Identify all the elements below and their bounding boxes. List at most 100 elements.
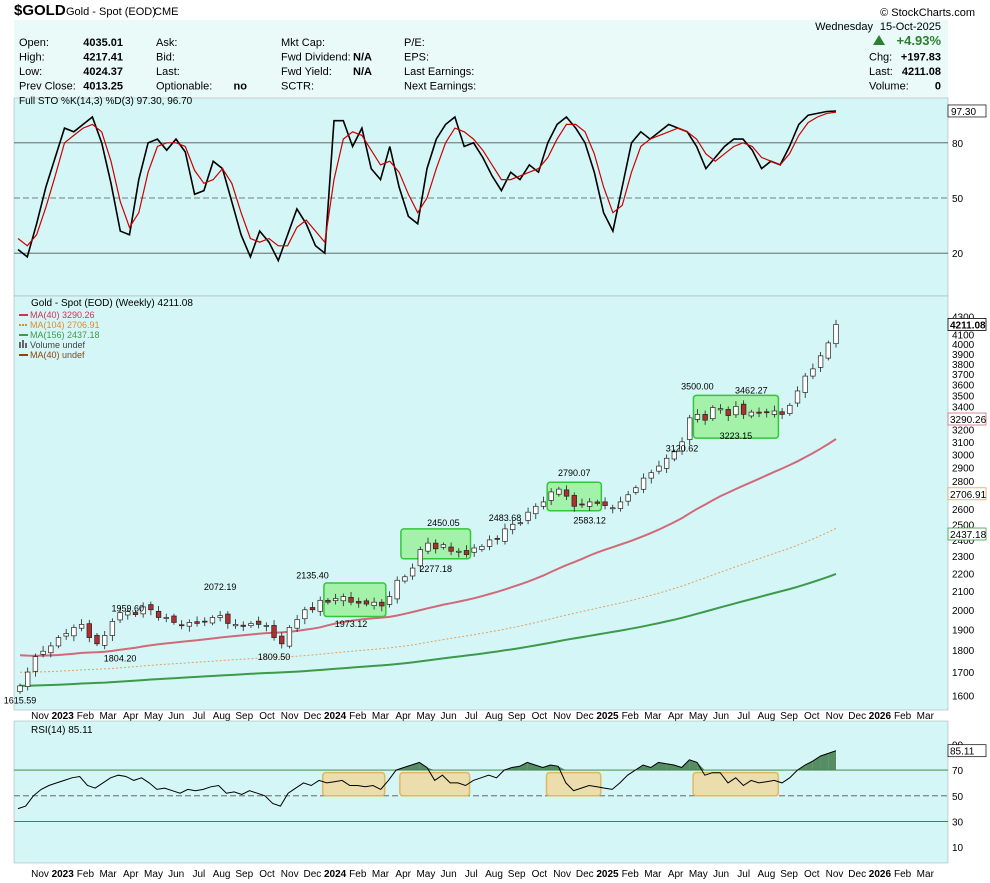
price-annotation: 1809.50 bbox=[258, 652, 291, 662]
date-tick-label: 2025 bbox=[596, 869, 619, 880]
price-annotation: 3120.62 bbox=[666, 443, 699, 453]
date-tick-label: Nov bbox=[553, 869, 571, 880]
date-tick-label: Jun bbox=[441, 711, 457, 722]
date-tick-label: Nov bbox=[826, 869, 844, 880]
quote-value: 4024.37 bbox=[83, 66, 123, 78]
price-tick-label: 4300 bbox=[952, 312, 975, 323]
candle-body bbox=[102, 635, 108, 646]
candle-body bbox=[510, 523, 516, 531]
rsi-tick-label: 50 bbox=[952, 792, 964, 803]
rsi-overbought-fill bbox=[673, 764, 682, 771]
date-tick-label: Nov bbox=[31, 711, 49, 722]
candle-body bbox=[109, 621, 116, 636]
candle-body bbox=[802, 375, 808, 393]
last-value-tag bbox=[947, 104, 987, 118]
date-tick-label: Mar bbox=[99, 711, 117, 722]
date-tick-label: Nov bbox=[826, 711, 844, 722]
up-arrow-icon bbox=[873, 35, 885, 45]
date-tick-label: Nov bbox=[31, 869, 49, 880]
stochastic-series-k bbox=[17, 110, 837, 263]
price-tick-label: 3800 bbox=[952, 360, 975, 371]
candle-body bbox=[479, 546, 485, 550]
candle-body bbox=[125, 611, 131, 616]
date-tick-label: May bbox=[144, 869, 163, 880]
quote-label: Last: bbox=[869, 66, 893, 78]
date-tick-label: Feb bbox=[77, 869, 95, 880]
date-tick-label: Aug bbox=[213, 869, 231, 880]
price-tick-label: 3900 bbox=[952, 350, 975, 361]
date-tick-label: Jul bbox=[465, 711, 478, 722]
date-tick-label: 2023 bbox=[52, 711, 75, 722]
date-tick-label: Sep bbox=[780, 711, 798, 722]
stochastic-series-d bbox=[17, 111, 837, 247]
quote-label: Mkt Cap: bbox=[281, 37, 325, 49]
candle-body bbox=[48, 645, 54, 654]
rsi-overbought-fill bbox=[419, 762, 427, 771]
price-tick-label: 2200 bbox=[952, 569, 975, 580]
price-annotation: 2790.07 bbox=[558, 468, 591, 478]
date-tick-label: Oct bbox=[804, 869, 820, 880]
instrument-name: Gold - Spot (EOD) bbox=[66, 6, 156, 18]
candle-body bbox=[825, 342, 831, 359]
stochastic-axis: 80 50 20 97.30 bbox=[947, 104, 987, 260]
candle-body bbox=[602, 501, 608, 506]
price-annotation: 2072.19 bbox=[204, 582, 237, 592]
candle-body bbox=[540, 501, 547, 507]
price-tick-label: 3400 bbox=[952, 402, 975, 413]
rsi-last-tag bbox=[947, 744, 987, 758]
rsi-last-value: 85.11 bbox=[950, 747, 975, 758]
candle-body bbox=[55, 637, 62, 647]
candle-body bbox=[332, 598, 339, 602]
candle-body bbox=[448, 546, 454, 552]
candle-body bbox=[63, 633, 69, 637]
candle-body bbox=[132, 612, 139, 615]
price-annotation: 3500.00 bbox=[681, 381, 714, 391]
candle-body bbox=[32, 656, 39, 672]
candle-body bbox=[663, 457, 670, 469]
date-tick-label: Jul bbox=[465, 869, 478, 880]
date-tick-label: 2024 bbox=[324, 869, 347, 880]
price-tick-label: 4000 bbox=[952, 340, 975, 351]
date-tick-label: Jun bbox=[713, 869, 729, 880]
quote-value: N/A bbox=[353, 66, 372, 78]
date-tick-label: Mar bbox=[372, 711, 390, 722]
quote-value: 4013.25 bbox=[83, 81, 123, 93]
legend-label: Volume undef bbox=[30, 340, 86, 350]
date-tick-label: Sep bbox=[235, 711, 253, 722]
rsi-panel: 907050301085.11 RSI(14) 85.11 bbox=[13, 720, 987, 864]
candle-body bbox=[648, 472, 654, 479]
date-tick-label: Feb bbox=[349, 869, 367, 880]
price-annotation: 3223.15 bbox=[720, 431, 753, 441]
candle-body bbox=[617, 501, 624, 509]
rsi-overbought-fill bbox=[403, 764, 412, 771]
rsi-line bbox=[17, 750, 837, 810]
price-annotation: 1959.60 bbox=[112, 604, 145, 614]
rsi-title: RSI(14) 85.11 bbox=[31, 725, 93, 736]
quote-label: Last Earnings: bbox=[404, 66, 474, 78]
candle-body bbox=[248, 623, 254, 627]
date-tick-label: Jul bbox=[737, 711, 750, 722]
quote-label: Prev Close: bbox=[19, 81, 76, 93]
price-annotation: 1973.12 bbox=[335, 619, 368, 629]
candle-body bbox=[171, 615, 177, 623]
price-annotation: 1804.20 bbox=[104, 653, 137, 663]
candle-body bbox=[94, 634, 100, 645]
quote-label: P/E: bbox=[404, 37, 425, 49]
date-tick-label: Jun bbox=[168, 869, 184, 880]
candle-body bbox=[163, 617, 169, 619]
date-tick-label: Sep bbox=[508, 711, 526, 722]
price-tick-label: 1900 bbox=[952, 625, 975, 636]
price-tick-label: 1800 bbox=[952, 646, 975, 657]
quote-header: $GOLD Gold - Spot (EOD) CME © StockChart… bbox=[14, 2, 975, 98]
price-tick-label: 2900 bbox=[952, 463, 975, 474]
quote-rows: Open: Ask: Mkt Cap: P/E: 4035.01 High: Bid: Fwd… bbox=[19, 37, 941, 93]
price-tick-label: 2400 bbox=[952, 536, 975, 547]
candle-body bbox=[371, 601, 377, 606]
quote-label: Last: bbox=[156, 66, 180, 78]
candle-body bbox=[17, 685, 23, 692]
price-annotation: 2135.40 bbox=[296, 571, 329, 581]
candle-body bbox=[417, 549, 423, 567]
candle-body bbox=[155, 610, 162, 618]
rsi-overbought-fill bbox=[427, 767, 435, 771]
date-tick-label: Dec bbox=[576, 869, 594, 880]
